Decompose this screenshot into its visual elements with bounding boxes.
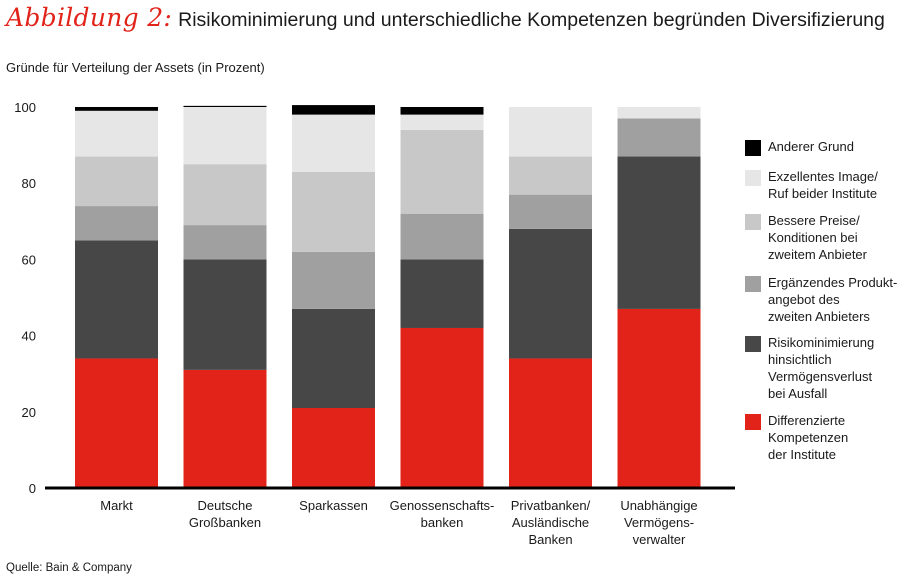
bar-segment: [183, 259, 267, 370]
bar-segment: [400, 107, 484, 115]
x-tick-label: Deutsche Großbanken: [189, 498, 261, 530]
bar-segment: [183, 164, 267, 226]
figure-title: Abbildung 2: Risikominimierung und unters…: [6, 3, 885, 32]
bar-segment: [509, 194, 592, 229]
bar-segment: [400, 129, 484, 214]
legend-item-kompetenz: Differenzierte Kompetenzen der Institute: [745, 412, 848, 463]
bar-segment: [292, 251, 375, 309]
legend-swatch: [745, 140, 761, 156]
y-tick-label: 100: [14, 100, 36, 115]
legend-swatch: [745, 336, 761, 352]
legend-item-risiko: Risikominimierung hinsichtlich Vermögens…: [745, 334, 874, 402]
bar-segment: [75, 156, 158, 207]
x-tick-label: Genossenschafts-banken: [390, 498, 495, 530]
bar-segment: [400, 213, 484, 260]
legend-item-image: Exzellentes Image/ Ruf beider Institute: [745, 168, 878, 202]
bar-segment: [292, 114, 375, 172]
bar-segment: [400, 259, 484, 328]
bar-segment: [509, 107, 592, 157]
bar-segment: [183, 225, 267, 260]
bar-segment: [183, 369, 267, 488]
legend-item-produkt: Ergänzendes Produkt- angebot des zweiten…: [745, 274, 897, 325]
bar-segment: [292, 308, 375, 408]
legend-label: Bessere Preise/ Konditionen bei zweitem …: [768, 213, 867, 262]
legend-swatch: [745, 170, 761, 186]
legend-label: Risikominimierung hinsichtlich Vermögens…: [768, 335, 875, 401]
figure-title-text: Risikominimierung und unterschiedliche K…: [178, 9, 885, 31]
x-tick-label: Privatbanken/Ausländische Banken: [511, 498, 591, 547]
legend-swatch: [745, 414, 761, 430]
bar-segment: [617, 308, 701, 488]
y-tick-label: 40: [22, 329, 36, 344]
legend-item-preise: Bessere Preise/ Konditionen bei zweitem …: [745, 212, 867, 263]
y-tick-label: 80: [22, 176, 36, 191]
bar-segment: [617, 156, 701, 309]
legend-label: Differenzierte Kompetenzen der Institute: [768, 413, 849, 462]
bar-segment: [75, 240, 158, 359]
bar-segment: [292, 105, 375, 115]
legend-label: Anderer Grund: [768, 139, 854, 154]
bar-segment: [75, 358, 158, 488]
x-tick-label: Markt: [100, 498, 133, 513]
legend-label: Exzellentes Image/ Ruf beider Institute: [768, 169, 878, 201]
figure-label: Abbildung 2:: [6, 3, 173, 32]
source-note: Quelle: Bain & Company: [6, 562, 132, 574]
bar-segment: [183, 105, 267, 107]
x-tick-label: Sparkassen: [299, 498, 368, 513]
y-tick-label: 0: [29, 481, 36, 496]
bar-segment: [292, 407, 375, 488]
bar-segment: [509, 156, 592, 195]
legend-label: Ergänzendes Produkt- angebot des zweiten…: [768, 275, 898, 324]
y-tick-label: 60: [22, 252, 36, 267]
bar-segment: [75, 110, 158, 157]
bar-segment: [400, 327, 484, 488]
legend-swatch: [745, 276, 761, 292]
bar-segment: [617, 107, 701, 119]
bar-segment: [509, 358, 592, 488]
x-tick-label: Unabhängige Vermögens-verwalter: [620, 498, 697, 547]
y-tick-label: 20: [22, 405, 36, 420]
legend-item-anderer: Anderer Grund: [745, 138, 854, 156]
bar-segment: [183, 107, 267, 165]
bar-segment: [292, 171, 375, 252]
bar-segment: [617, 118, 701, 157]
chart-subtitle: Gründe für Verteilung der Assets (in Pro…: [6, 60, 265, 75]
bar-segment: [400, 114, 484, 130]
bar-segment: [75, 206, 158, 241]
bar-segment: [509, 228, 592, 359]
bar-segment: [75, 107, 158, 111]
legend-swatch: [745, 214, 761, 230]
